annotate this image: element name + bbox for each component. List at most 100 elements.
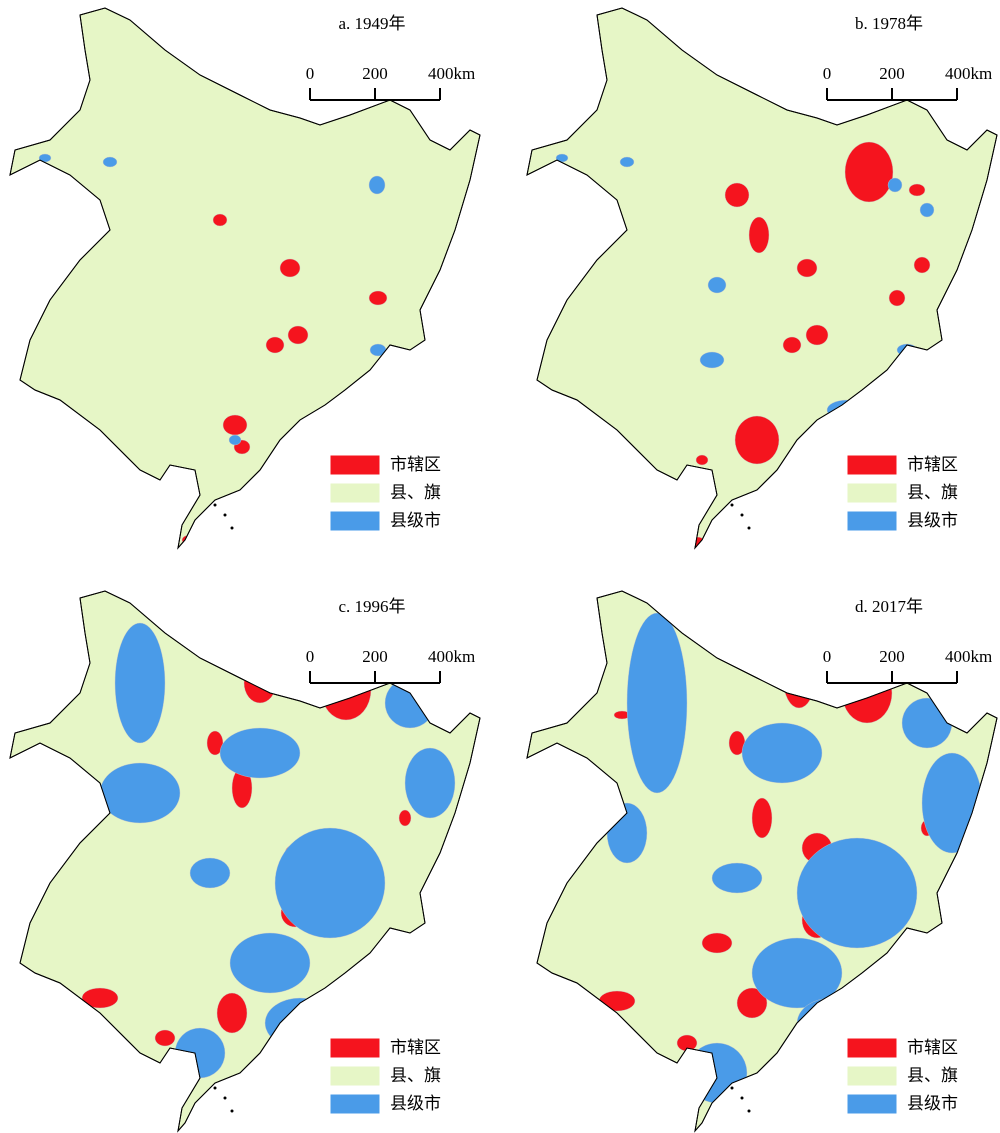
panel-title: d. 2017年 — [855, 597, 923, 616]
region — [212, 213, 228, 227]
island — [740, 1096, 744, 1100]
region — [921, 752, 983, 854]
island — [223, 1096, 227, 1100]
region — [598, 990, 636, 1012]
legend-label: 县、旗 — [907, 1066, 958, 1085]
region — [99, 762, 181, 824]
region — [189, 857, 231, 889]
scale-label: 200 — [879, 647, 905, 666]
region — [174, 1027, 226, 1079]
island — [230, 526, 234, 530]
region — [191, 1116, 209, 1130]
region — [751, 937, 843, 1009]
region — [711, 862, 763, 894]
legend-swatch — [846, 1093, 898, 1115]
region — [222, 414, 248, 436]
legend-label: 县级市 — [907, 511, 958, 530]
region — [796, 837, 918, 949]
scale-label: 200 — [362, 64, 388, 83]
region — [398, 809, 412, 827]
region — [734, 415, 780, 465]
region — [805, 324, 829, 346]
scale-label: 0 — [823, 647, 832, 666]
region — [219, 727, 301, 779]
panel-title: b. 1978年 — [855, 14, 923, 33]
legend-swatch — [329, 1093, 381, 1115]
region — [228, 434, 242, 446]
region — [243, 662, 277, 704]
panel-title: c. 1996年 — [338, 597, 405, 616]
panel-title: a. 1949年 — [338, 14, 405, 33]
legend-swatch — [329, 1037, 381, 1059]
region — [287, 325, 309, 345]
region — [619, 156, 635, 168]
region — [741, 722, 823, 784]
island — [213, 1086, 217, 1090]
legend-label: 县、旗 — [907, 483, 958, 502]
region — [114, 622, 166, 744]
scale-label: 0 — [306, 64, 315, 83]
region — [736, 987, 768, 1019]
region — [265, 336, 285, 354]
scale-label: 200 — [362, 647, 388, 666]
scale-label: 200 — [879, 64, 905, 83]
region — [256, 477, 268, 487]
legend-label: 县级市 — [390, 511, 441, 530]
island — [747, 1109, 751, 1113]
island — [747, 526, 751, 530]
scale-label: 400km — [428, 647, 475, 666]
scale-label: 0 — [306, 647, 315, 666]
scale-label: 400km — [945, 647, 992, 666]
region — [841, 662, 893, 724]
island — [740, 513, 744, 517]
legend-swatch — [329, 1065, 381, 1087]
legend-label: 县、旗 — [390, 483, 441, 502]
region — [901, 697, 953, 749]
island — [730, 1086, 734, 1090]
legend-swatch — [846, 510, 898, 532]
island — [213, 503, 217, 507]
legend-label: 县、旗 — [390, 1066, 441, 1085]
region — [782, 336, 802, 354]
legend-swatch — [846, 454, 898, 476]
region — [751, 797, 773, 839]
region — [908, 183, 926, 197]
region — [701, 932, 733, 954]
legend-swatch — [329, 482, 381, 504]
scale-label: 400km — [428, 64, 475, 83]
legend-label: 县级市 — [390, 1094, 441, 1113]
legend-label: 市辖区 — [907, 1038, 958, 1057]
legend-label: 市辖区 — [907, 455, 958, 474]
region — [888, 289, 906, 307]
region — [844, 141, 894, 203]
region — [404, 747, 456, 819]
region — [699, 351, 725, 369]
region — [748, 216, 770, 254]
region — [384, 677, 436, 729]
region — [81, 987, 119, 1009]
region — [274, 827, 386, 939]
legend-swatch — [846, 482, 898, 504]
region — [279, 258, 301, 278]
region — [686, 1042, 748, 1104]
legend-swatch — [329, 510, 381, 532]
region — [913, 256, 931, 274]
region — [320, 659, 372, 721]
region — [887, 177, 903, 193]
region — [919, 202, 935, 218]
region — [369, 343, 387, 357]
legend-label: 市辖区 — [390, 1038, 441, 1057]
region — [703, 1116, 721, 1130]
region — [102, 156, 118, 168]
region — [796, 258, 818, 278]
region — [216, 992, 248, 1034]
legend-swatch — [329, 454, 381, 476]
scale-label: 0 — [823, 64, 832, 83]
legend-label: 市辖区 — [390, 455, 441, 474]
island — [230, 1109, 234, 1113]
region — [368, 175, 386, 195]
